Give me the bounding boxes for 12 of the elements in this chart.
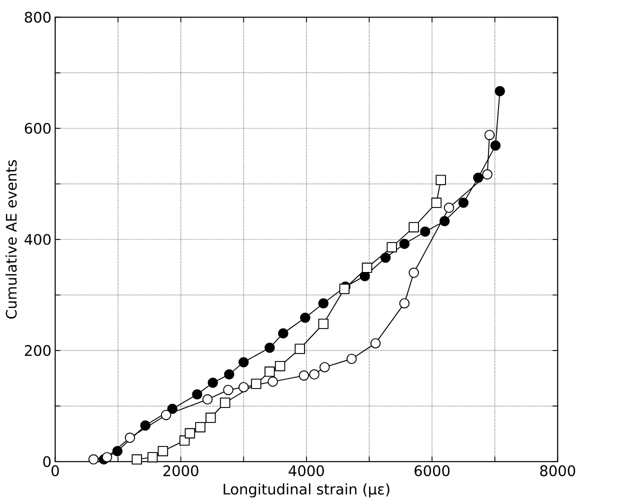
x-axis-title: Longitudinal strain (µε) [224,483,390,498]
y-tick-label: 200 [24,345,51,356]
y-tick-label: 400 [24,234,51,245]
y-tick-label: 600 [24,122,51,134]
y-tick-label: 800 [24,12,51,23]
y-tick-label: 0 [43,456,51,468]
x-tick-label: 4000 [288,465,324,476]
x-tick-label: 8000 [540,465,576,476]
x-tick-label: 2000 [163,465,198,476]
x-tick-label: 0 [52,465,59,476]
y-axis-title: Cumulative AE events [6,160,17,319]
x-tick-label: 6000 [414,465,450,476]
